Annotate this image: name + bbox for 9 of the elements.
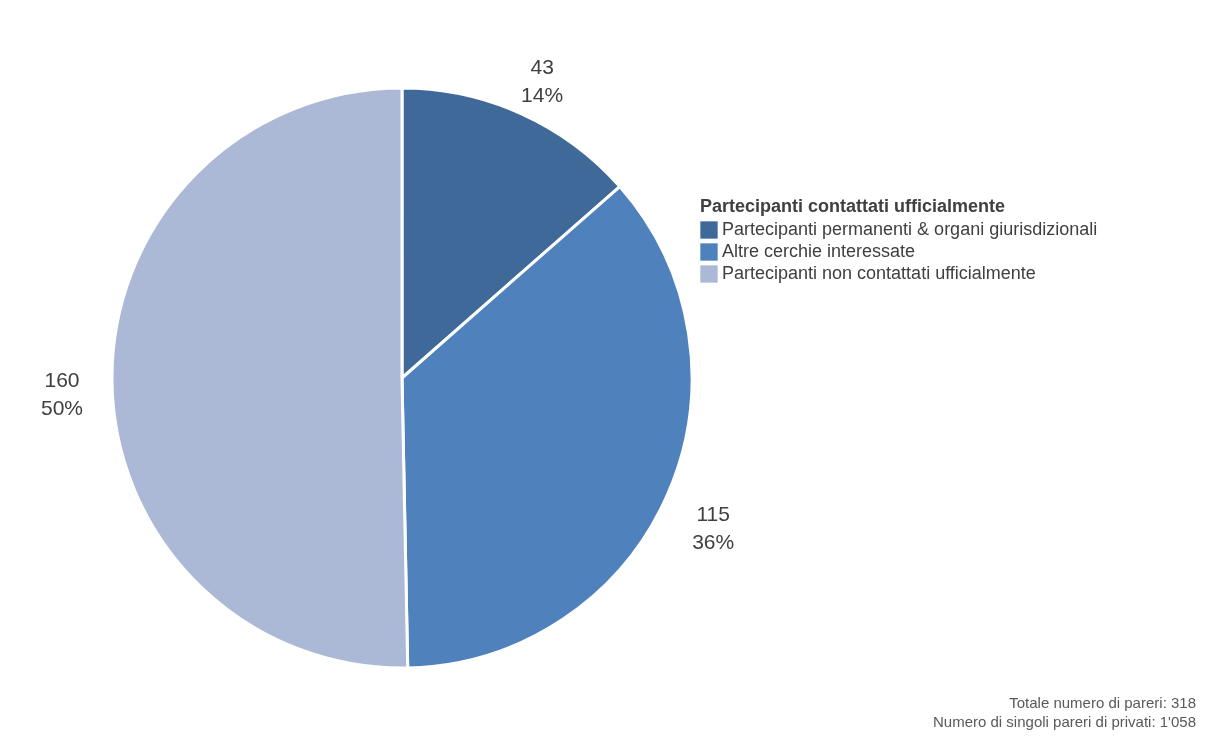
legend-label: Partecipanti non contattati ufficialmente [722,263,1036,283]
legend-label: Altre cerchie interessate [722,241,916,261]
data-label: 43 14% [521,55,564,107]
text: Totale numero di pareri: 318 [1009,694,1196,711]
legend-title: Partecipanti contattati ufficialmente [700,196,1006,216]
text: Numero di singoli pareri di privati: 1'058 [933,713,1196,730]
legend-label: Partecipanti permanenti & organi giurisdizionali [722,219,1098,239]
data-label: 160 50% [41,368,84,420]
data-label: 115 36% [692,502,735,554]
